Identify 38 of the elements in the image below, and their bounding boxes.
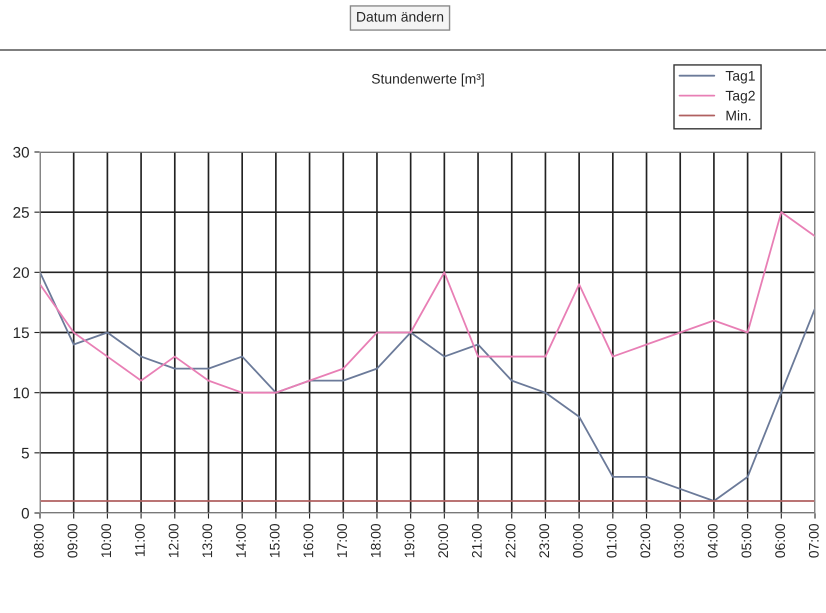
y-tick-label: 10	[14, 388, 29, 398]
x-tick-label: 22:00	[506, 524, 516, 558]
line-series	[40, 211, 815, 394]
x-tick-label: 05:00	[742, 524, 752, 558]
text: Datum ändern	[357, 12, 444, 22]
x-tick-label: 23:00	[539, 524, 550, 558]
y-tick-label: 15	[14, 328, 29, 338]
line-series	[40, 271, 815, 502]
x-tick-label: 20:00	[438, 524, 448, 558]
y-tick-label: 5	[22, 448, 29, 459]
x-tick-label: 01:00	[606, 524, 617, 558]
chart-title: Stundenwerte [m³]	[372, 74, 484, 86]
x-tick-label: 18:00	[370, 524, 381, 558]
legend-label: Min.	[726, 110, 750, 120]
y-tick-label: 20	[13, 267, 29, 278]
x-tick-label: 14:00	[236, 524, 246, 558]
x-tick-label: 16:00	[303, 524, 314, 558]
x-tick-label: 10:00	[101, 524, 112, 558]
y-tick-label: 0	[22, 508, 29, 519]
x-tick-label: 04:00	[708, 524, 718, 558]
x-tick-label: 11:00	[134, 524, 145, 556]
legend-label: Tag1	[726, 71, 755, 84]
x-tick-label: 02:00	[640, 524, 650, 558]
y-tick-label: 25	[13, 207, 29, 218]
x-tick-label: 13:00	[202, 524, 212, 558]
x-tick-label: 07:00	[808, 524, 819, 558]
x-tick-label: 15:00	[270, 524, 280, 558]
x-tick-label: 17:00	[337, 524, 347, 558]
x-tick-label: 09:00	[68, 524, 78, 558]
x-tick-label: 12:00	[168, 524, 179, 558]
x-tick-label: 00:00	[573, 524, 583, 558]
x-tick-label: 08:00	[34, 524, 44, 558]
x-tick-label: 03:00	[674, 524, 684, 558]
legend-label: Tag2	[726, 90, 755, 104]
x-tick-label: 21:00	[472, 524, 482, 558]
x-tick-label: 06:00	[775, 524, 786, 558]
x-tick-label: 19:00	[404, 524, 414, 558]
y-tick-label: 30	[13, 146, 29, 158]
